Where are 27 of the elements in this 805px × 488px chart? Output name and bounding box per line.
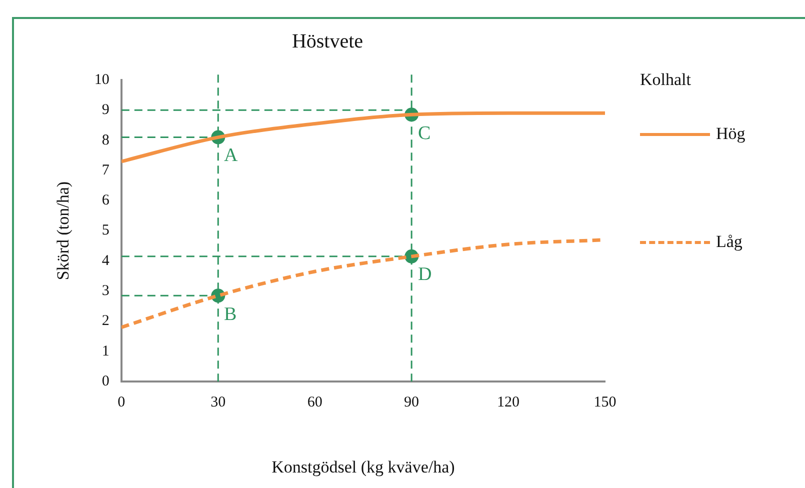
x-tick-label: 150: [594, 394, 616, 411]
data-label: A: [224, 145, 238, 166]
data-label: D: [418, 264, 432, 285]
y-tick-label: 0: [102, 374, 110, 390]
y-tick-label: 4: [102, 252, 110, 269]
x-tick-label: 0: [118, 394, 126, 411]
y-tick-label: 10: [94, 72, 110, 88]
x-tick-label: 90: [404, 394, 420, 411]
y-tick-label: 7: [102, 162, 110, 178]
x-tick-label: 60: [307, 394, 322, 411]
legend-label: Låg: [716, 232, 742, 252]
legend-label: Hög: [716, 124, 746, 144]
x-tick-label: 30: [210, 394, 226, 411]
y-tick-label: 5: [102, 222, 110, 239]
y-tick-label: 2: [102, 313, 110, 330]
y-tick-label: 3: [102, 283, 110, 300]
chart-title: Höstvete: [292, 30, 364, 52]
y-tick-label: 1: [102, 343, 110, 360]
legend-title: Kolhalt: [640, 70, 692, 90]
data-label: C: [418, 123, 431, 144]
y-tick-label: 8: [102, 132, 110, 148]
x-tick-label: 120: [497, 394, 520, 411]
y-tick-label: 9: [102, 102, 110, 118]
y-axis-title: Skörd (ton/ha): [54, 181, 73, 280]
x-axis-title: Konstgödsel (kg kväve/ha): [272, 457, 455, 476]
data-label: B: [224, 304, 237, 325]
y-tick-label: 6: [102, 192, 110, 209]
